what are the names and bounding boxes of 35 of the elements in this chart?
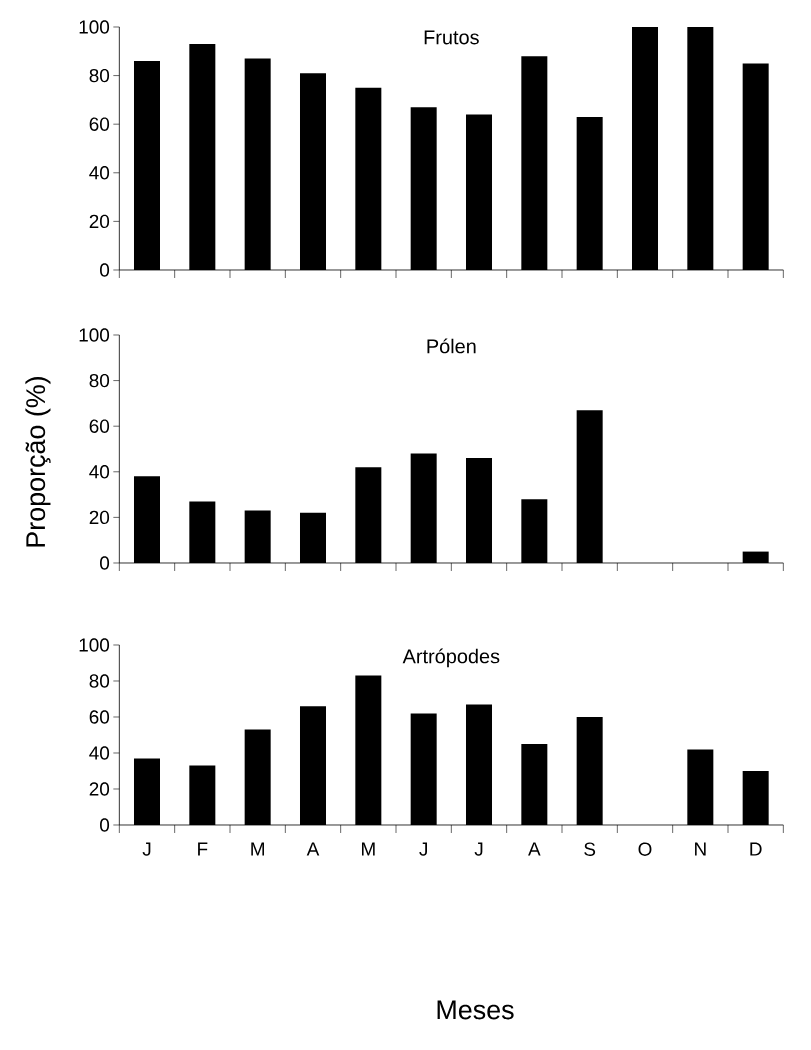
chart-title: Pólen [427,338,476,354]
y-tick-label: 60 [89,117,110,131]
x-tick-label: J [142,842,151,856]
y-axis-title: Proporção (%) [25,377,51,547]
y-tick-label: 40 [89,465,110,479]
x-axis-title: Meses [437,1000,514,1020]
y-tick-label: 100 [79,20,110,34]
y-tick-label: 40 [89,166,110,180]
x-tick-label: N [695,842,706,856]
y-tick-label: 60 [89,710,110,724]
y-tick-label: 20 [89,510,110,525]
x-tick-label: A [528,842,541,856]
x-tick-label: J [474,842,483,856]
y-tick-label: 0 [100,818,110,832]
x-tick-label: O [638,842,652,856]
y-tick-label: 80 [89,674,110,688]
x-tick-label: J [419,842,427,856]
x-tick-label: A [306,842,320,856]
y-tick-label: 100 [79,328,110,342]
y-tick-label: 80 [89,373,110,388]
y-tick-label: 0 [100,556,110,570]
y-tick-label: 60 [89,419,110,433]
x-tick-label: F [198,842,208,856]
chart-title: Artrópodes [402,648,500,668]
y-tick-label: 20 [89,214,110,229]
chart-title: Frutos [424,30,479,45]
y-tick-label: 40 [89,746,110,760]
y-tick-label: 100 [79,638,110,652]
x-tick-label: S [584,842,596,856]
y-tick-label: 80 [89,68,110,83]
x-tick-label: M [251,842,264,856]
x-tick-label: D [750,842,762,856]
y-tick-label: 20 [89,782,110,796]
y-tick-label: 0 [100,263,110,277]
x-tick-label: M [362,842,375,856]
